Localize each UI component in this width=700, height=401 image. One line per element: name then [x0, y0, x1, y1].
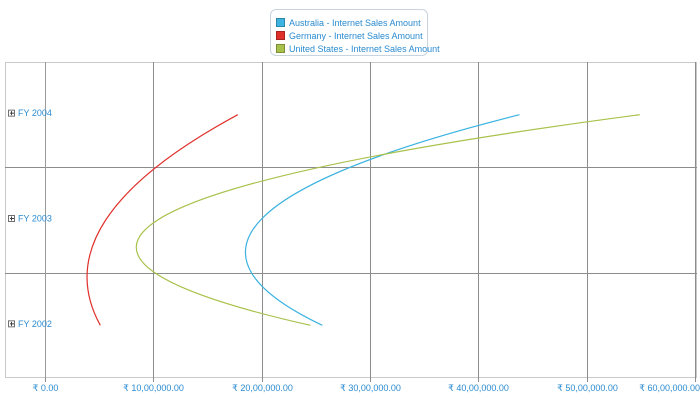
legend-item-united-states[interactable]: United States - Internet Sales Amount	[276, 42, 440, 55]
category-label: FY 2003	[18, 214, 52, 224]
legend-label-australia: Australia - Internet Sales Amount	[289, 17, 421, 28]
legend: Australia - Internet Sales Amount German…	[270, 9, 440, 56]
data-point[interactable]	[519, 114, 520, 115]
data-point[interactable]	[260, 219, 261, 220]
data-point[interactable]	[100, 325, 101, 326]
category-label: FY 2002	[18, 319, 52, 329]
x-tick-label: ₹ 30,00,000.00	[340, 383, 401, 393]
legend-swatch-australia	[276, 18, 285, 27]
legend-swatch-germany	[276, 31, 285, 40]
series-line[interactable]	[135, 114, 640, 326]
data-point[interactable]	[157, 219, 158, 220]
data-point[interactable]	[639, 114, 640, 115]
legend-label-united-states: United States - Internet Sales Amount	[289, 43, 440, 54]
x-tick-label: ₹ 0.00	[33, 383, 59, 393]
category-row-header[interactable]: FY 2003	[8, 214, 52, 224]
legend-item-germany[interactable]: Germany - Internet Sales Amount	[276, 29, 423, 42]
series-line[interactable]	[86, 114, 239, 326]
legend-label-germany: Germany - Internet Sales Amount	[289, 30, 423, 41]
legend-swatch-united-states	[276, 44, 285, 53]
x-tick-label: ₹ 20,00,000.00	[232, 383, 293, 393]
plot-frame	[5, 62, 697, 378]
data-point[interactable]	[237, 114, 238, 115]
x-tick-label: ₹ 40,00,000.00	[448, 383, 509, 393]
data-point[interactable]	[105, 219, 106, 220]
legend-item-australia[interactable]: Australia - Internet Sales Amount	[276, 16, 421, 29]
series-line[interactable]	[244, 114, 520, 326]
x-tick-label: ₹ 10,00,000.00	[123, 383, 184, 393]
category-label: FY 2004	[18, 108, 52, 118]
x-tick-label: ₹ 50,00,000.00	[557, 383, 618, 393]
category-row-header[interactable]: FY 2002	[8, 319, 52, 329]
data-point[interactable]	[322, 325, 323, 326]
data-point[interactable]	[310, 325, 311, 326]
x-tick-label: ₹ 60,00,000.00	[639, 383, 700, 393]
category-row-header[interactable]: FY 2004	[8, 108, 52, 118]
